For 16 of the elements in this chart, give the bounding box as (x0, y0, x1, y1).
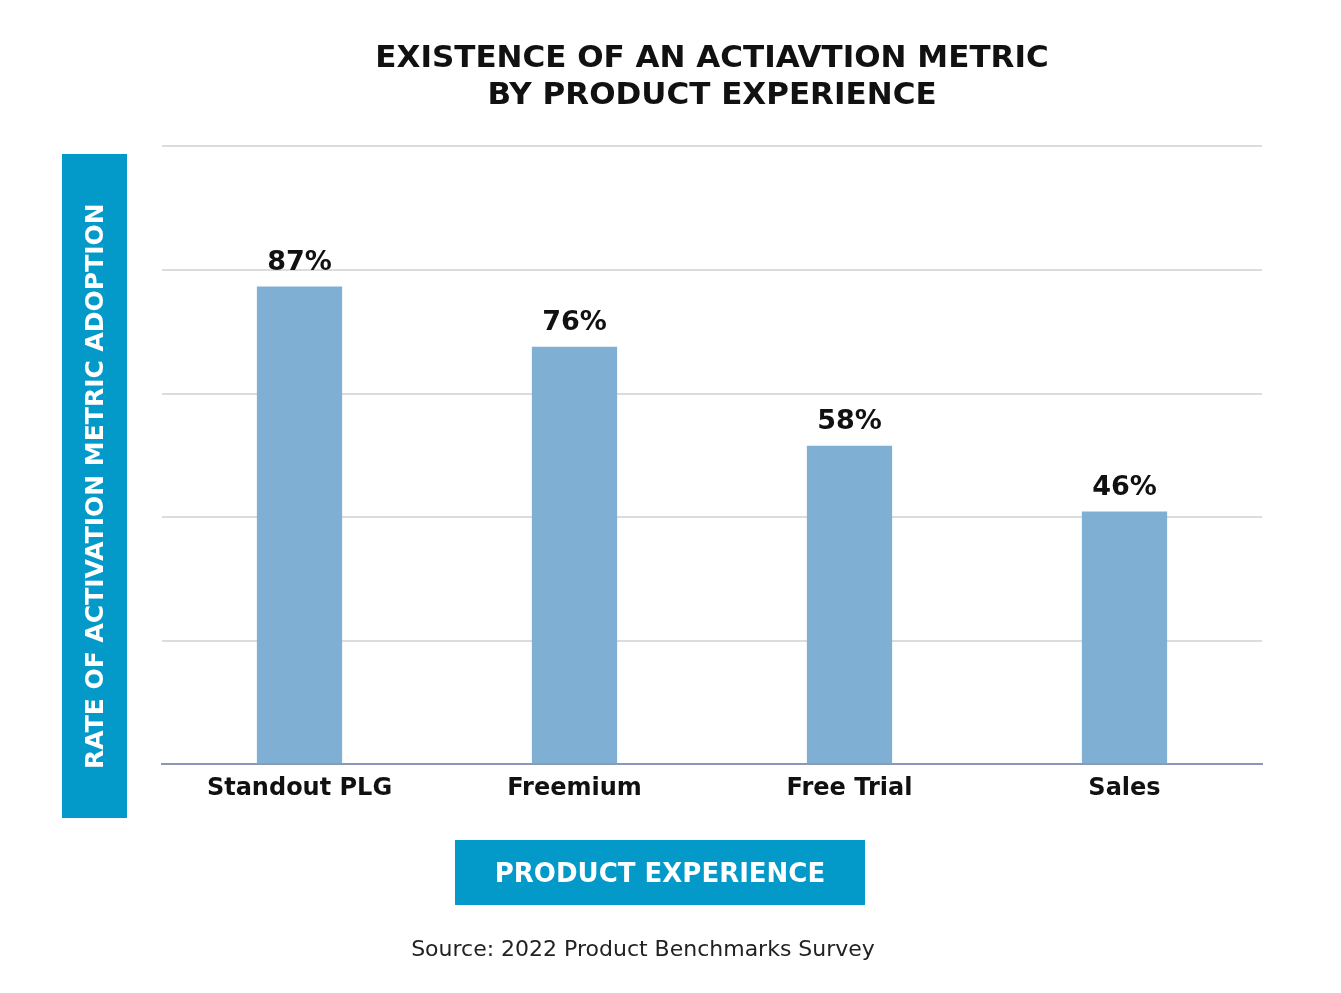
bar (256, 286, 343, 764)
x-tick-label: Freemium (507, 772, 642, 801)
x-tick-label: Sales (1088, 772, 1161, 801)
source-note: Source: 2022 Product Benchmarks Survey (411, 935, 875, 961)
data-label: 76% (542, 305, 607, 337)
bar (806, 445, 893, 764)
bar (1081, 511, 1168, 764)
y-axis-title: RATE OF ACTIVATION METRIC ADOPTION (62, 154, 127, 818)
chart-title: EXISTENCE OF AN ACTIAVTION METRIC BY PRODUCT EXPERIENCE (375, 37, 1049, 111)
x-tick-label: Free Trial (786, 772, 913, 801)
data-label: 46% (1092, 470, 1157, 502)
bar (531, 346, 618, 764)
data-label: 87% (267, 244, 332, 276)
x-tick-label: Standout PLG (206, 772, 393, 801)
x-axis-title: PRODUCT EXPERIENCE (455, 840, 865, 905)
data-label: 58% (817, 404, 882, 436)
